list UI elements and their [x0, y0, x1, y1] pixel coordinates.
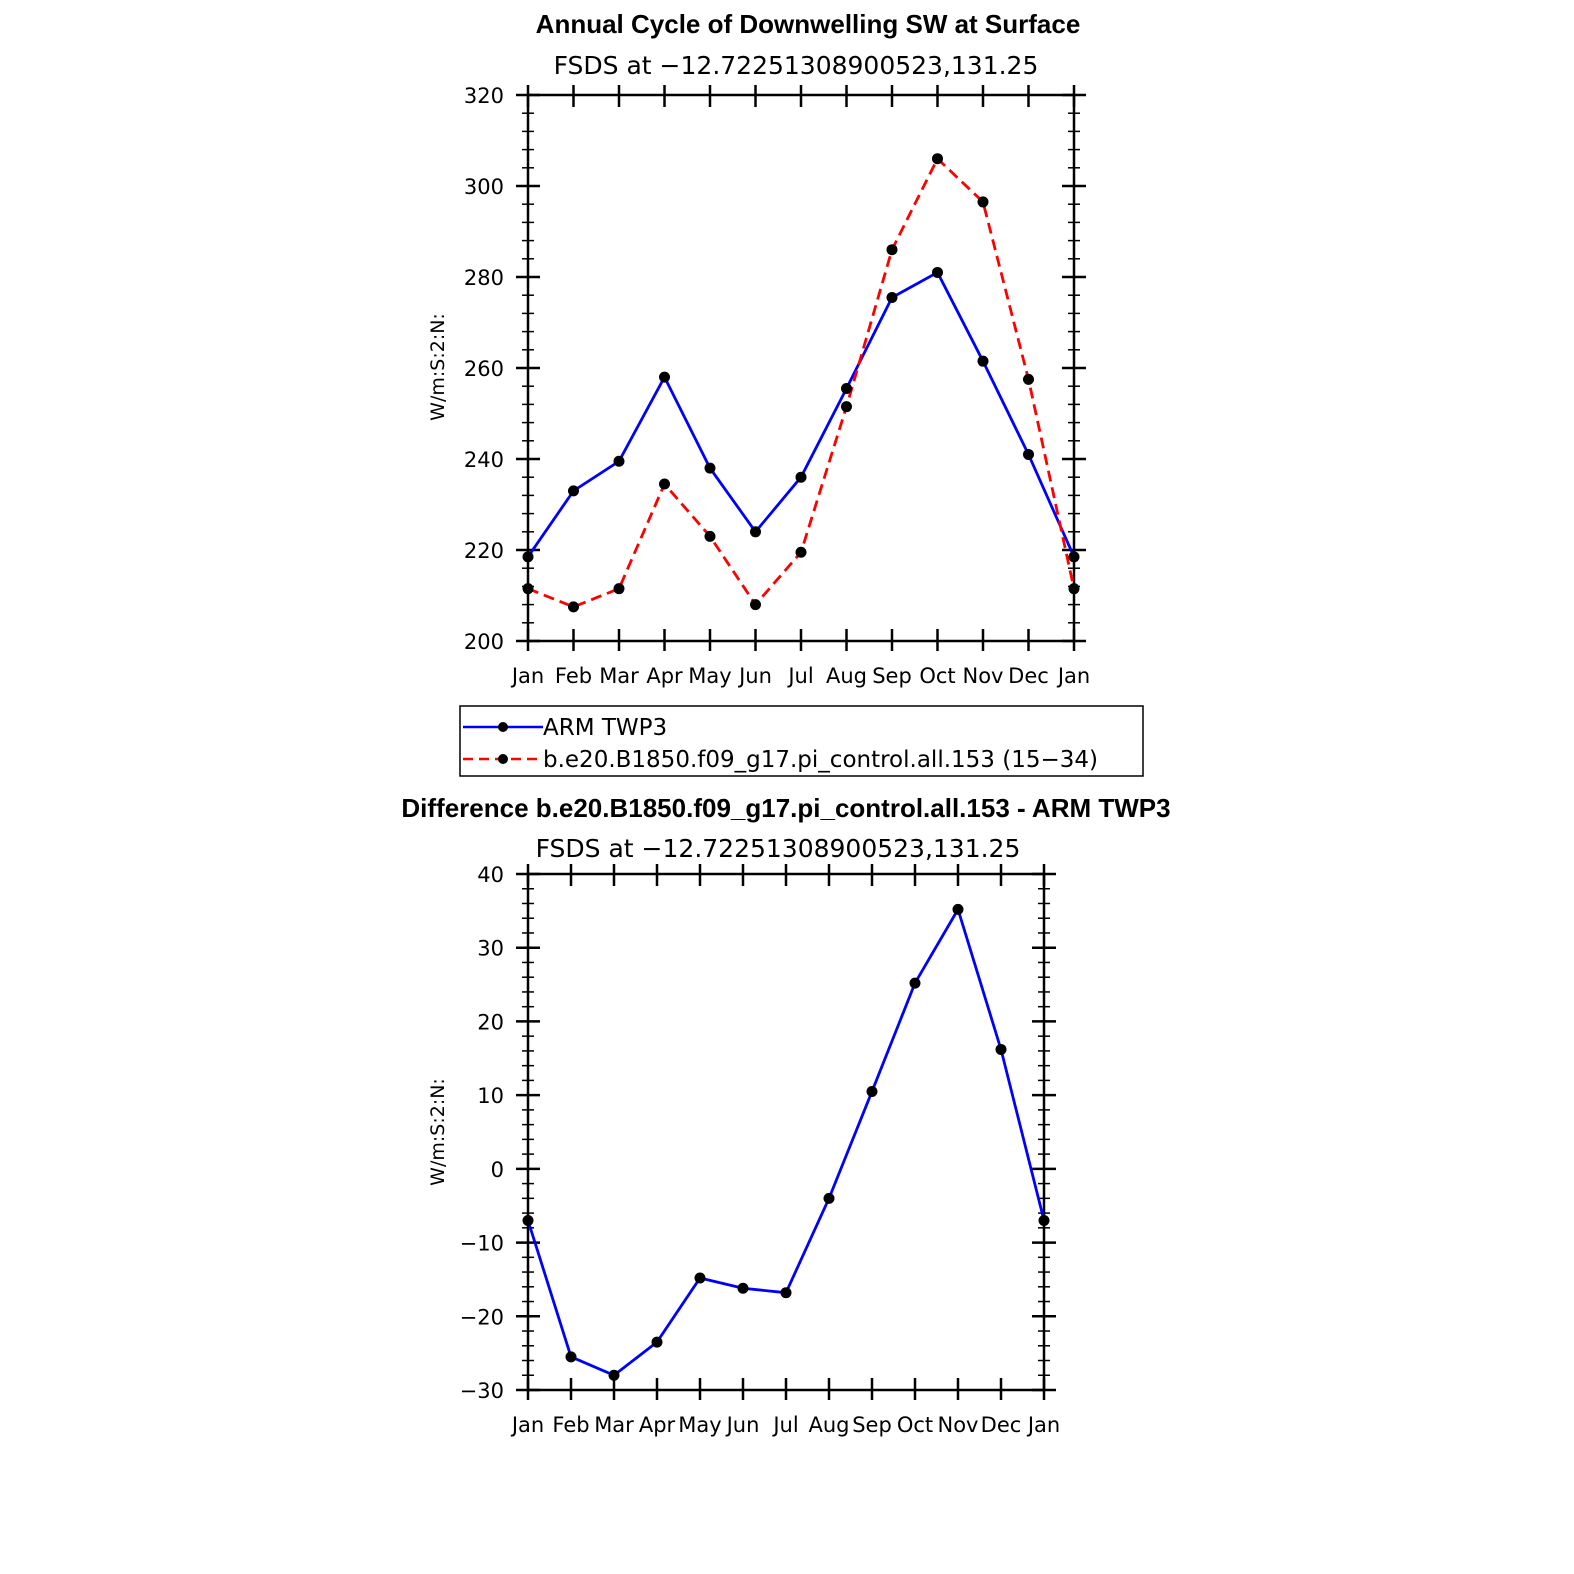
- legend-label-arm-twp3: ARM TWP3: [543, 715, 667, 741]
- top-chart-series-1-point: [1023, 373, 1034, 385]
- top-chart-y-tick-label: 220: [464, 539, 504, 563]
- top-chart-series-0-point: [750, 526, 761, 538]
- bottom-chart-y-tick-label: −30: [460, 1379, 504, 1403]
- top-chart-y-tick-label: 240: [464, 448, 504, 472]
- top-chart-series-1-point: [795, 546, 807, 558]
- top-chart-series-0-point: [613, 455, 625, 467]
- bottom-chart-x-tick-label: Jan: [510, 1413, 544, 1437]
- bottom-chart-x-tick-label: May: [678, 1413, 721, 1437]
- top-chart-series-0-point: [886, 291, 898, 303]
- top-chart-x-tick-label: Mar: [599, 664, 639, 688]
- top-chart-series-0-point: [932, 266, 943, 278]
- bottom-chart-series-0-point: [995, 1043, 1007, 1055]
- bottom-chart-y-tick-label: −20: [460, 1305, 504, 1329]
- top-chart-x-tick-label: Oct: [919, 664, 955, 688]
- top-chart-series-1-point: [886, 244, 898, 256]
- top-chart-x-tick-label: Apr: [646, 664, 683, 688]
- legend-box: [459, 705, 1144, 777]
- bottom-chart-x-tick-label: Jun: [725, 1413, 760, 1437]
- top-chart-series-0-point: [568, 485, 579, 497]
- top-chart-x-tick-label: Jan: [1056, 664, 1090, 688]
- top-chart-series-0-point: [522, 551, 534, 563]
- top-chart-plot: Jan Feb Mar Apr May Jun Jul Aug Sep Oct Nov Dec Jan2…: [464, 84, 1090, 688]
- bottom-chart-x-tick-label: Oct: [897, 1413, 933, 1437]
- bottom-chart-x-tick-label: Feb: [552, 1413, 589, 1437]
- bottom-chart-x-tick-label: Dec: [981, 1413, 1022, 1437]
- bottom-chart-series-0-point: [952, 903, 964, 915]
- bottom-chart-series-0-point: [823, 1192, 835, 1204]
- top-chart-y-tick-label: 280: [464, 266, 504, 290]
- top-chart-series-1-point: [613, 583, 625, 595]
- top-chart-series-0-point: [1068, 551, 1080, 563]
- bottom-chart-y-axis-label: W/m:S:2:N:: [427, 1078, 449, 1186]
- top-chart-y-tick-label: 200: [464, 630, 504, 654]
- legend-marker-model: [498, 754, 508, 764]
- bottom-chart-series-0-point: [608, 1369, 620, 1381]
- top-chart-y-tick-label: 260: [464, 357, 504, 381]
- top-chart-subtitle: FSDS at −12.72251308900523,131.25: [554, 51, 1039, 80]
- top-chart-x-tick-label: Aug: [826, 664, 867, 688]
- top-chart-series-0-point: [659, 371, 670, 383]
- bottom-chart-series-0-point: [522, 1214, 534, 1226]
- top-chart-x-tick-label: Sep: [872, 664, 912, 688]
- bottom-chart-series-0-point: [565, 1351, 577, 1363]
- bottom-chart-x-tick-label: Sep: [852, 1413, 892, 1437]
- bottom-chart-subtitle: FSDS at −12.72251308900523,131.25: [536, 834, 1021, 863]
- top-chart-y-tick-label: 300: [464, 175, 504, 199]
- top-chart-y-axis-label: W/m:S:2:N:: [427, 313, 449, 421]
- top-chart-x-tick-label: Feb: [555, 664, 592, 688]
- bottom-chart-x-tick-label: Apr: [639, 1413, 676, 1437]
- top-chart-y-tick-label: 320: [464, 84, 504, 108]
- top-chart-series-1-point: [704, 530, 716, 542]
- legend-marker-arm-twp3: [498, 722, 508, 732]
- bottom-chart-x-tick-label: Jul: [771, 1413, 798, 1437]
- top-chart-series-0-point: [977, 355, 989, 367]
- top-chart-series-1-point: [522, 583, 534, 595]
- bottom-chart-series-0-point: [694, 1272, 706, 1284]
- top-chart-series-1-point: [750, 599, 761, 611]
- bottom-chart-series-0-point: [780, 1287, 792, 1299]
- top-chart-title: Annual Cycle of Downwelling SW at Surfac…: [536, 9, 1081, 39]
- top-chart-x-tick-label: Jun: [737, 664, 772, 688]
- bottom-chart-series-line-0: [526, 905, 1046, 1377]
- top-chart-x-tick-label: Dec: [1008, 664, 1049, 688]
- bottom-chart-series-0-point: [651, 1336, 663, 1348]
- bottom-chart-title: Difference b.e20.B1850.f09_g17.pi_contro…: [401, 793, 1170, 823]
- top-chart-series-0-point: [1023, 448, 1034, 460]
- top-chart-x-tick-label: Nov: [963, 664, 1004, 688]
- top-chart-x-tick-label: May: [688, 664, 731, 688]
- bottom-chart-x-tick-label: Jan: [1026, 1413, 1060, 1437]
- bottom-chart-x-tick-label: Mar: [594, 1413, 634, 1437]
- bottom-chart-y-tick-label: −10: [460, 1232, 504, 1256]
- bottom-chart-y-tick-label: 0: [491, 1158, 504, 1182]
- bottom-chart-x-tick-label: Aug: [808, 1413, 849, 1437]
- top-chart-series-1-point: [659, 478, 670, 490]
- bottom-chart-y-tick-label: 30: [477, 937, 504, 961]
- bottom-chart-plot-frame: [526, 872, 1046, 1392]
- top-chart-series-line-0: [526, 270, 1076, 558]
- top-chart-series-1-point: [1068, 583, 1080, 595]
- legend-label-model: b.e20.B1850.f09_g17.pi_control.all.153 (…: [543, 747, 1098, 773]
- bottom-chart-y-tick-label: 10: [477, 1084, 504, 1108]
- top-chart-series-0-point: [841, 382, 852, 394]
- top-chart-series-0-point: [795, 471, 807, 483]
- top-chart-series-1-point: [841, 401, 852, 413]
- top-chart-plot-frame: [526, 93, 1076, 643]
- bottom-chart-y-tick-label: 40: [477, 863, 504, 887]
- bottom-chart-series-0-point: [737, 1282, 749, 1294]
- top-chart-x-tick-label: Jan: [510, 664, 544, 688]
- top-chart-series-1-point: [977, 196, 989, 208]
- top-chart-series-1-point: [932, 153, 943, 165]
- bottom-chart-plot: Jan Feb Mar Apr May Jun Jul Aug Sep Oct Nov Dec Jan−…: [460, 863, 1061, 1437]
- legend: ARM TWP3 b.e20.B1850.f09_g17.pi_control.…: [459, 705, 1144, 777]
- bottom-chart-series-0-point: [909, 977, 921, 989]
- bottom-chart-series-0-point: [866, 1085, 878, 1097]
- bottom-chart-y-tick-label: 20: [477, 1010, 504, 1034]
- bottom-chart-series-0-point: [1038, 1214, 1050, 1226]
- top-chart-x-tick-label: Jul: [786, 664, 813, 688]
- top-chart-series-1-point: [568, 601, 579, 613]
- top-chart-series-0-point: [704, 462, 716, 474]
- bottom-chart-x-tick-label: Nov: [938, 1413, 979, 1437]
